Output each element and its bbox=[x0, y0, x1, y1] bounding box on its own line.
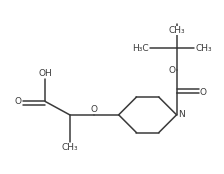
Text: O: O bbox=[15, 97, 22, 106]
Text: CH₃: CH₃ bbox=[196, 44, 212, 53]
Text: O: O bbox=[200, 88, 207, 97]
Text: OH: OH bbox=[38, 69, 52, 78]
Text: N: N bbox=[178, 110, 184, 119]
Text: CH₃: CH₃ bbox=[168, 26, 185, 35]
Text: O: O bbox=[91, 105, 98, 114]
Text: H₃C: H₃C bbox=[132, 44, 149, 53]
Text: CH₃: CH₃ bbox=[61, 143, 78, 152]
Text: O: O bbox=[168, 66, 175, 75]
